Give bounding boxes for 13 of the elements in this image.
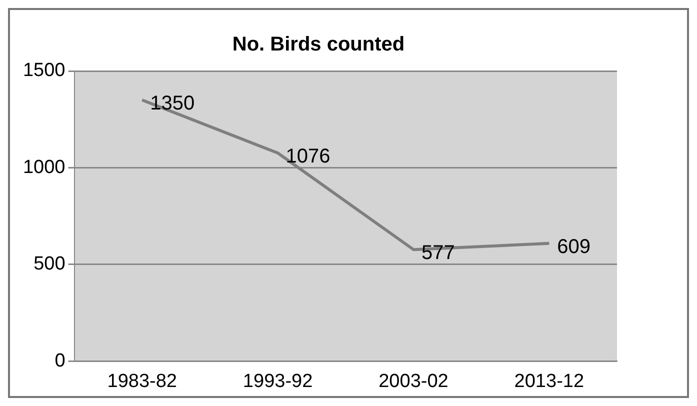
y-tick-label: 1500 — [22, 60, 66, 82]
x-tick-label: 2003-02 — [378, 370, 448, 392]
x-tick-label: 2013-12 — [514, 370, 584, 392]
data-label: 1076 — [286, 146, 330, 168]
y-tick-label: 500 — [34, 254, 66, 275]
y-tick-label: 1000 — [22, 156, 66, 178]
data-label: 577 — [421, 242, 455, 264]
x-tick-label: 1993-92 — [242, 370, 313, 392]
y-tick-label: 0 — [54, 350, 66, 372]
x-tick-label: 1983-82 — [107, 370, 177, 392]
data-label: 609 — [557, 236, 591, 258]
chart-title: No. Birds counted — [232, 34, 405, 56]
data-label: 1350 — [150, 92, 195, 115]
